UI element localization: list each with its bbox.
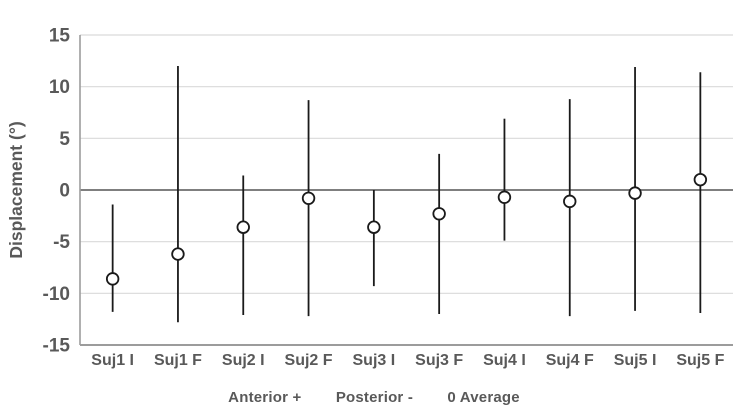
x-tick-label: Suj4 I [483,352,526,369]
average-marker [628,186,642,200]
y-tick-label: 10 [49,77,70,98]
average-marker [432,207,446,221]
y-tick-label: 0 [59,181,70,202]
x-tick-label: Suj1 F [154,352,202,369]
legend-item-average: 0 Average [447,389,520,406]
legend-item-posterior: Posterior - [335,389,414,406]
x-tick-label: Suj3 F [415,352,463,369]
y-tick-label: -10 [43,284,70,305]
average-marker [497,190,512,204]
y-tick-label: 5 [59,129,70,150]
x-tick-label: Suj2 F [285,352,333,369]
x-tick-label: Suj2 I [222,352,265,369]
legend-item-anterior: Anterior + [228,389,302,406]
plot-area: 15 10 5 0 -5 -10 -15 Suj1 I Suj1 F Suj2 I Suj2 F Su… [43,26,733,369]
average-marker [563,194,577,209]
x-tick-label: Suj5 I [614,352,657,369]
average-marker [693,172,708,187]
x-tick-label: Suj3 I [353,352,396,369]
x-tick-label: Suj4 F [546,352,594,369]
average-marker [367,220,381,234]
y-tick-label: -5 [53,232,70,253]
y-tick-label: -15 [43,336,71,357]
y-axis-title: Displacement (°) [6,121,26,258]
y-tick-label: 15 [49,26,71,47]
average-marker [171,247,185,261]
x-tick-label: Suj1 I [91,352,134,369]
average-marker [236,220,250,234]
average-marker [105,272,120,286]
x-tick-label: Suj5 F [676,352,724,369]
chart-legend: Anterior + Posterior - 0 Average [0,389,748,406]
average-marker [301,191,316,205]
